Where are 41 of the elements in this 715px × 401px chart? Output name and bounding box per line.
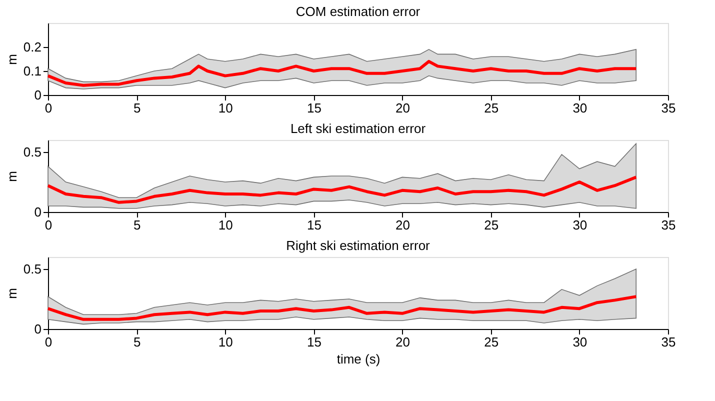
chart-title: COM estimation error xyxy=(296,4,421,19)
y-tick-label: 0.1 xyxy=(23,64,42,78)
x-tick-label: 25 xyxy=(484,218,499,232)
x-tick-label: 15 xyxy=(306,218,322,232)
y-tick-label: 0.2 xyxy=(23,40,42,54)
y-axis-title: m xyxy=(4,171,20,182)
x-tick-label: 10 xyxy=(218,218,233,232)
chart-title: Right ski estimation error xyxy=(286,238,431,253)
x-tick-label: 0 xyxy=(44,218,52,232)
x-tick-label: 30 xyxy=(572,218,588,232)
x-tick-label: 35 xyxy=(661,218,676,232)
y-tick-label: 0 xyxy=(34,88,42,102)
x-tick-label: 0 xyxy=(44,334,52,350)
line-series xyxy=(46,176,638,204)
x-tick-label: 15 xyxy=(306,100,322,116)
x-tick-label: 10 xyxy=(218,100,233,116)
x-tick-label: 30 xyxy=(572,334,588,350)
line-series xyxy=(46,60,638,87)
line-series xyxy=(46,295,638,321)
x-tick-label: 35 xyxy=(661,334,676,350)
x-tick-label: 5 xyxy=(133,218,141,232)
x-tick-label: 5 xyxy=(133,100,141,116)
y-tick-label: 0 xyxy=(34,322,42,336)
x-tick-label: 25 xyxy=(484,334,499,350)
y-tick-label: 0.5 xyxy=(23,144,42,160)
chart-title: Left ski estimation error xyxy=(290,121,426,136)
x-tick-label: 20 xyxy=(396,334,410,350)
x-tick-label: 30 xyxy=(572,100,588,116)
x-axis-title: time (s) xyxy=(336,352,380,366)
x-tick-label: 5 xyxy=(133,334,141,350)
y-axis-title: m xyxy=(4,54,20,65)
x-tick-label: 35 xyxy=(661,100,676,116)
x-tick-label: 15 xyxy=(306,334,322,350)
y-tick-label: 0 xyxy=(34,204,42,220)
x-tick-label: 20 xyxy=(396,100,410,116)
y-axis-title: m xyxy=(4,288,20,299)
x-tick-label: 0 xyxy=(44,100,52,116)
x-tick-label: 25 xyxy=(484,100,499,116)
y-tick-label: 0.5 xyxy=(23,262,42,276)
x-tick-label: 10 xyxy=(218,334,233,350)
x-tick-label: 20 xyxy=(396,218,410,232)
